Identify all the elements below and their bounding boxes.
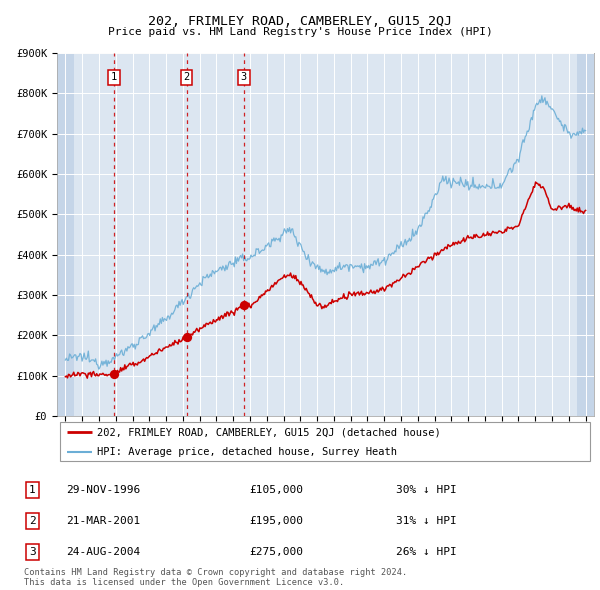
Point: [239, 300, 249, 310]
Text: Price paid vs. HM Land Registry's House Price Index (HPI): Price paid vs. HM Land Registry's House …: [107, 27, 493, 37]
Point: [182, 333, 191, 342]
Text: 1: 1: [29, 485, 36, 494]
Text: £105,000: £105,000: [250, 485, 304, 494]
Text: 202, FRIMLEY ROAD, CAMBERLEY, GU15 2QJ (detached house): 202, FRIMLEY ROAD, CAMBERLEY, GU15 2QJ (…: [97, 427, 441, 437]
Text: 3: 3: [29, 547, 36, 556]
FancyBboxPatch shape: [59, 422, 590, 461]
Bar: [577, 53, 594, 416]
Text: 1: 1: [111, 73, 118, 82]
Text: 24-AUG-2004: 24-AUG-2004: [66, 547, 140, 556]
Text: 30% ↓ HPI: 30% ↓ HPI: [396, 485, 457, 494]
Text: £195,000: £195,000: [250, 516, 304, 526]
Bar: [57, 53, 74, 416]
Text: 21-MAR-2001: 21-MAR-2001: [66, 516, 140, 526]
Text: 202, FRIMLEY ROAD, CAMBERLEY, GU15 2QJ: 202, FRIMLEY ROAD, CAMBERLEY, GU15 2QJ: [148, 15, 452, 28]
Text: 3: 3: [241, 73, 247, 82]
Text: Contains HM Land Registry data © Crown copyright and database right 2024.
This d: Contains HM Land Registry data © Crown c…: [24, 568, 407, 587]
Text: HPI: Average price, detached house, Surrey Heath: HPI: Average price, detached house, Surr…: [97, 447, 397, 457]
Text: 31% ↓ HPI: 31% ↓ HPI: [396, 516, 457, 526]
Text: 2: 2: [184, 73, 190, 82]
Text: 26% ↓ HPI: 26% ↓ HPI: [396, 547, 457, 556]
Text: 2: 2: [29, 516, 36, 526]
Text: 29-NOV-1996: 29-NOV-1996: [66, 485, 140, 494]
Point: [109, 369, 119, 378]
Text: £275,000: £275,000: [250, 547, 304, 556]
